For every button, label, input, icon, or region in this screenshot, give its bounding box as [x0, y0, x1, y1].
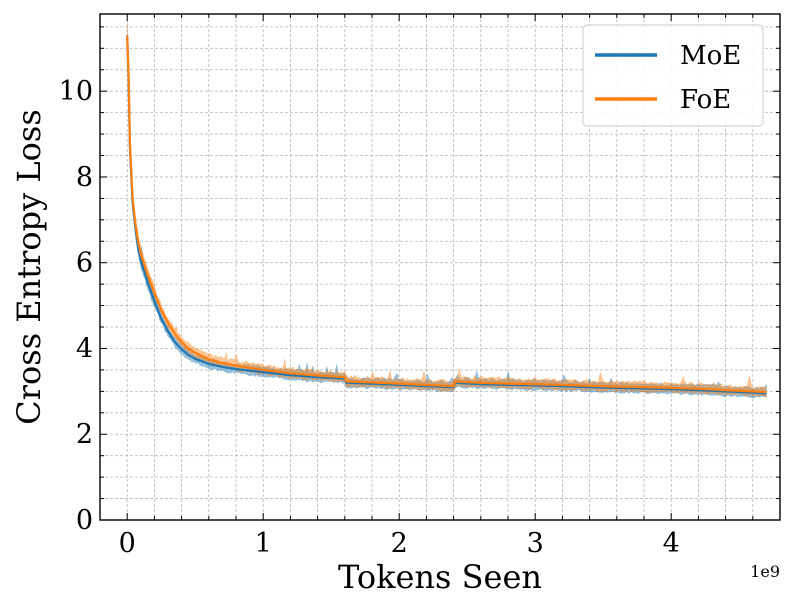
series-line-moe	[126, 35, 767, 395]
grid-lines	[100, 14, 780, 520]
legend-label-moe: MoE	[680, 41, 741, 71]
x-tick-label: 3	[527, 528, 544, 559]
y-tick-label: 10	[59, 76, 93, 107]
legend: MoE FoE	[582, 24, 764, 127]
y-tick-label: 0	[76, 505, 93, 536]
legend-label-foe: FoE	[680, 85, 731, 115]
y-tick-label: 2	[76, 419, 93, 450]
x-tick-label: 0	[119, 528, 136, 559]
x-axis-label: Tokens Seen	[338, 558, 542, 596]
y-tick-label: 4	[76, 333, 93, 364]
axis-ticks: 0 1 2 3 4 0 2 4 6 8 10	[59, 14, 780, 559]
series-line-foe	[126, 35, 767, 394]
series-lines	[126, 35, 767, 395]
x-offset-label: 1e9	[750, 562, 780, 581]
y-tick-label: 8	[76, 162, 93, 193]
x-tick-label: 1	[255, 528, 272, 559]
y-tick-label: 6	[76, 248, 93, 279]
series-band-moe	[126, 20, 767, 399]
y-axis-label: Cross Entropy Loss	[10, 109, 48, 425]
x-tick-label: 4	[663, 528, 680, 559]
x-tick-label: 2	[391, 528, 408, 559]
plot-frame	[99, 13, 781, 521]
